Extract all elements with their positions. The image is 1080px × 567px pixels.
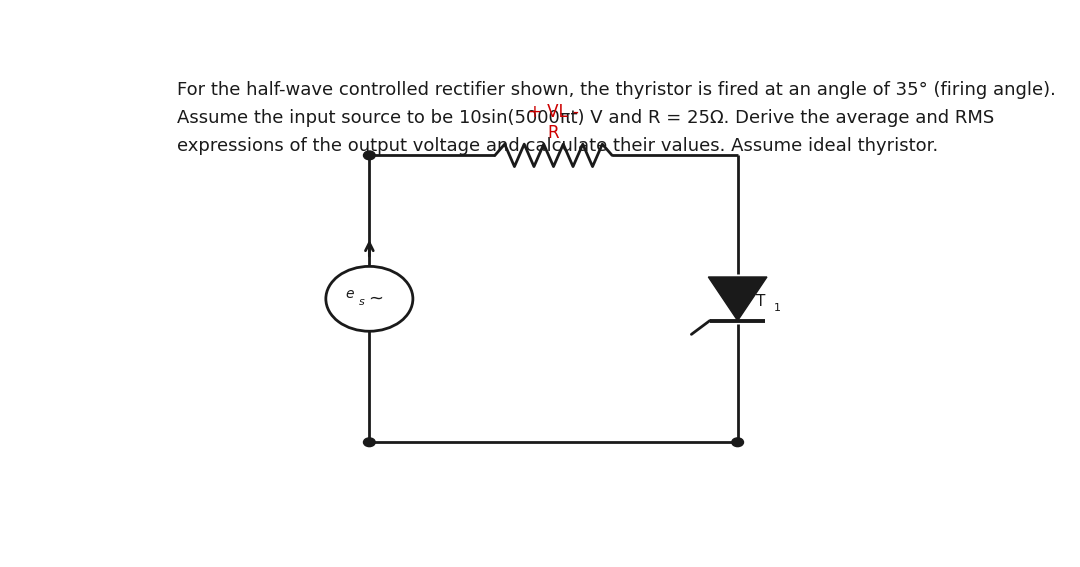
Text: expressions of the output voltage and calculate their values. Assume ideal thyri: expressions of the output voltage and ca… [177, 137, 939, 155]
Text: For the half-wave controlled rectifier shown, the thyristor is fired at an angle: For the half-wave controlled rectifier s… [177, 81, 1056, 99]
Text: + VL -: + VL - [528, 103, 579, 121]
Text: R: R [548, 124, 559, 142]
Text: T: T [756, 294, 766, 310]
Text: ~: ~ [368, 290, 383, 308]
Text: s: s [359, 297, 364, 307]
Text: Assume the input source to be 10sin(5000πt) V and R = 25Ω. Derive the average an: Assume the input source to be 10sin(5000… [177, 109, 994, 126]
Circle shape [732, 438, 743, 447]
Text: e: e [346, 287, 354, 301]
Text: 1: 1 [773, 303, 781, 313]
Circle shape [364, 438, 375, 447]
Polygon shape [708, 277, 767, 321]
Circle shape [364, 151, 375, 160]
